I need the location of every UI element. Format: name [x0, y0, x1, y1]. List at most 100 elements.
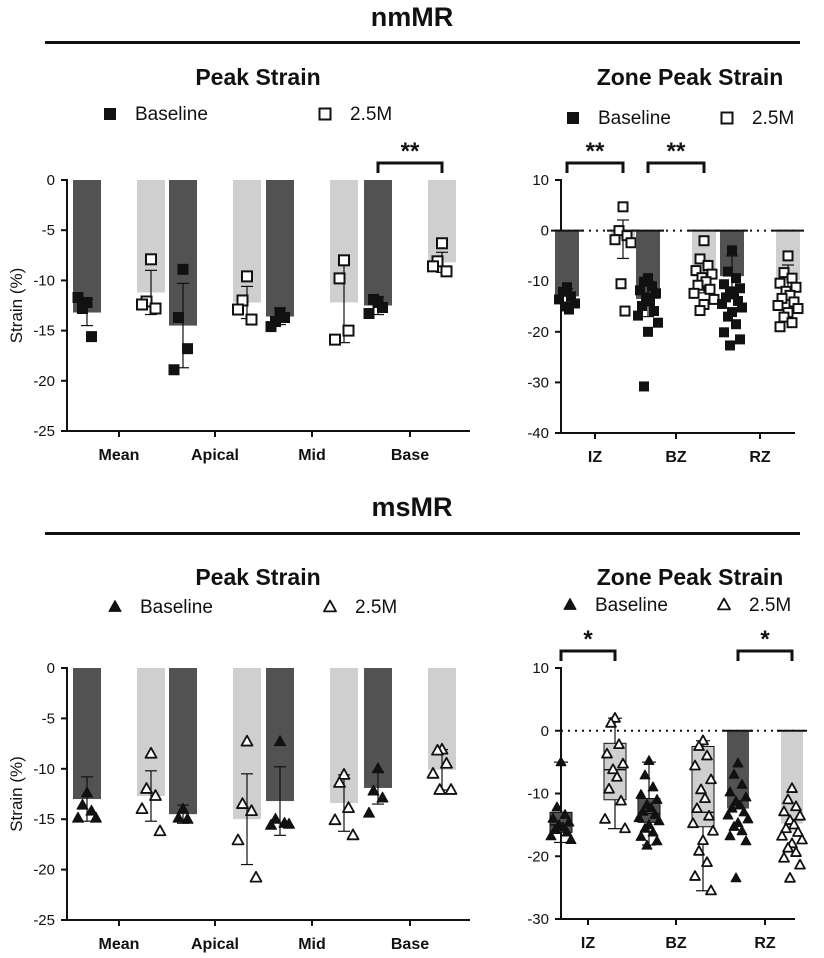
data-point-2-5m — [231, 833, 245, 846]
data-point-2-5m — [136, 298, 148, 311]
data-point-2-5m — [786, 782, 798, 793]
data-point-baseline — [719, 279, 729, 290]
data-point-baseline — [554, 294, 564, 305]
section-title-msmr: msMR — [371, 492, 453, 522]
data-point-2-5m — [329, 333, 341, 346]
legend-label: Baseline — [598, 108, 671, 129]
x-tick-label: RZ — [754, 935, 776, 952]
data-point-baseline — [641, 839, 653, 850]
data-point-2-5m — [338, 254, 350, 267]
data-point-2-5m — [240, 734, 254, 747]
data-point-2-5m — [774, 321, 786, 333]
data-point-2-5m — [782, 250, 794, 262]
y-tick-label: 0 — [47, 172, 55, 189]
x-tick-label: IZ — [588, 449, 602, 466]
data-point-baseline — [736, 778, 748, 789]
significance-bracket — [736, 649, 794, 661]
y-tick-label: -15 — [33, 811, 55, 828]
bar-baseline — [266, 180, 294, 317]
data-point-baseline — [637, 805, 649, 816]
data-point-baseline — [724, 786, 736, 797]
data-point-2-5m — [780, 822, 792, 834]
data-point-2-5m — [609, 234, 621, 246]
data-point-2-5m — [695, 783, 707, 795]
data-point-2-5m — [689, 870, 701, 881]
y-tick-label: 0 — [541, 223, 549, 240]
y-tick-label: 0 — [47, 660, 55, 677]
data-point-baseline — [653, 317, 663, 328]
data-point-2-5m — [611, 770, 623, 782]
data-point-2-5m — [342, 801, 355, 814]
data-point-baseline — [639, 769, 651, 780]
y-tick-label: -20 — [527, 848, 549, 865]
data-point-2-5m — [776, 829, 788, 841]
legend-label: 2.5M — [752, 108, 794, 129]
data-point-2-5m — [790, 846, 802, 857]
data-point-baseline — [730, 872, 742, 883]
y-tick-label: -20 — [33, 373, 55, 390]
data-point-baseline — [363, 308, 375, 320]
data-point-baseline — [545, 830, 557, 841]
data-point-baseline — [85, 804, 98, 816]
data-point-2-5m — [433, 783, 447, 795]
data-point-2-5m — [707, 824, 719, 836]
chart-title: Zone Peak Strain — [597, 564, 784, 590]
data-point-baseline — [177, 263, 189, 275]
data-point-2-5m — [703, 809, 715, 821]
data-point-2-5m — [426, 767, 440, 779]
data-point-2-5m — [149, 302, 162, 315]
bar-baseline — [727, 730, 749, 809]
data-point-baseline — [722, 809, 734, 820]
data-point-baseline — [635, 830, 647, 841]
data-point-baseline — [643, 755, 655, 765]
data-point-baseline — [363, 806, 375, 818]
data-point-baseline — [737, 302, 747, 313]
data-point-2-5m — [689, 759, 701, 771]
data-point-baseline — [725, 340, 735, 351]
x-tick-label: Base — [391, 447, 429, 464]
data-point-baseline — [561, 826, 573, 837]
data-point-2-5m — [688, 287, 700, 299]
data-point-2-5m — [694, 253, 706, 265]
data-point-2-5m — [625, 237, 637, 249]
data-point-2-5m — [236, 797, 249, 809]
data-point-2-5m — [619, 822, 631, 834]
y-tick-label: -10 — [527, 786, 549, 803]
legend-label: 2.5M — [355, 597, 397, 618]
data-point-2-5m — [249, 870, 263, 883]
data-point-2-5m — [607, 763, 619, 775]
data-point-2-5m — [615, 278, 627, 290]
data-point-baseline — [647, 826, 659, 837]
data-point-baseline — [649, 809, 661, 819]
data-point-2-5m — [782, 793, 794, 805]
bar-2-5m — [233, 180, 261, 303]
data-point-2-5m — [337, 768, 351, 780]
data-point-baseline — [643, 326, 653, 337]
data-point-2-5m — [698, 235, 710, 247]
data-point-baseline — [639, 822, 651, 833]
y-tick-label: -40 — [527, 425, 549, 442]
data-point-baseline — [653, 815, 665, 826]
data-point-2-5m — [772, 299, 784, 311]
data-point-baseline — [736, 825, 748, 836]
data-point-2-5m — [346, 828, 360, 841]
significance-bracket — [646, 161, 706, 173]
data-point-baseline — [633, 812, 645, 823]
data-point-2-5m — [444, 783, 458, 795]
legend-label: Baseline — [595, 595, 668, 616]
y-tick-label: -10 — [33, 761, 55, 778]
section-title-nmmr: nmMR — [370, 2, 454, 32]
y-tick-label: -30 — [527, 911, 549, 928]
significance-bracket — [565, 161, 625, 173]
data-point-2-5m — [431, 743, 444, 756]
data-point-2-5m — [440, 756, 453, 769]
y-tick-label: -20 — [33, 862, 55, 879]
data-point-baseline — [551, 801, 563, 812]
significance-label: ** — [586, 138, 605, 165]
data-point-baseline — [570, 298, 580, 309]
data-point-baseline — [651, 288, 661, 299]
data-point-baseline — [723, 266, 733, 277]
data-point-baseline — [563, 816, 575, 827]
data-point-2-5m — [617, 201, 629, 213]
y-axis-label: Strain (%) — [7, 756, 26, 832]
